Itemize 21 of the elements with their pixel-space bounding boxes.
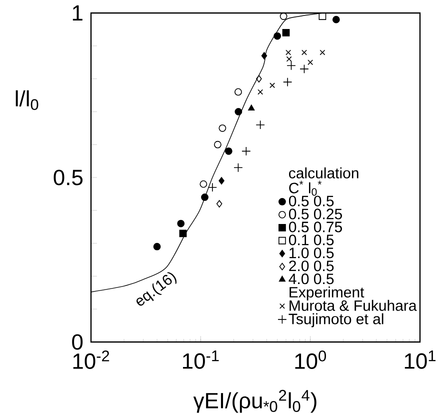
legend-label: 0.5 0.75 bbox=[288, 222, 342, 232]
annotation: Experiment bbox=[290, 286, 364, 300]
legend-label: 0.5 0.5 bbox=[288, 196, 334, 206]
legend-label: 1.0 0.5 bbox=[290, 248, 334, 258]
x-tick-label: 10$^{1}$ bbox=[404, 350, 436, 369]
legend-label: Murota & Fukuhara bbox=[290, 300, 417, 311]
x-tick-label: 10$^{-2}$ bbox=[73, 350, 110, 370]
legend-label: 2.0 0.5 bbox=[289, 260, 334, 272]
y-tick-label: 0 bbox=[72, 334, 83, 350]
legend-label: 0.1 0.5 bbox=[288, 234, 334, 246]
y-axis-title: l/l$_{0}$ bbox=[16, 90, 38, 110]
legend-label: 4.0 0.5 bbox=[288, 274, 334, 284]
y-tick-label: 1 bbox=[72, 5, 82, 21]
legend-title: calculation bbox=[289, 167, 358, 178]
x-tick-label: 10$^{-1}$ bbox=[183, 350, 219, 369]
annotation: C$^{*}$ l$_{0}$* bbox=[289, 180, 322, 196]
x-tick-label: 10$^{0}$ bbox=[295, 350, 326, 370]
x-axis-title: γEI/(ρu$_{*0}$$^{2}$l$_{0}$$^{4}$) bbox=[193, 390, 316, 413]
legend-label: Tsujimoto et al bbox=[288, 313, 384, 328]
legend-label: 0.5 0.25 bbox=[288, 208, 342, 220]
y-tick-label: 0.5 bbox=[54, 170, 83, 186]
